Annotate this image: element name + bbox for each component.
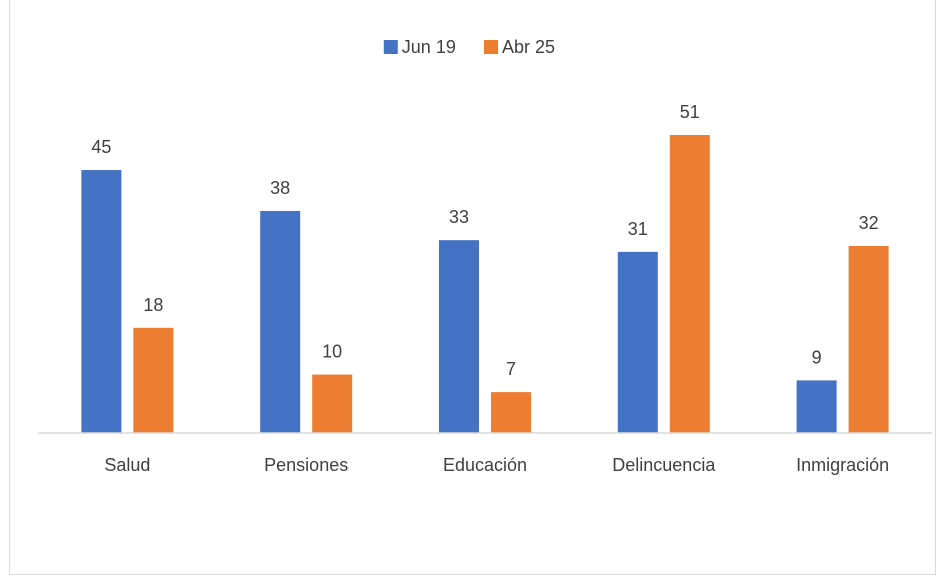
data-label-pensiones-abr-25: 10 xyxy=(322,342,342,362)
data-label-salud-abr-25: 18 xyxy=(143,295,163,315)
category-label-educacion: Educación xyxy=(443,455,527,475)
legend-label-abr-25: Abr 25 xyxy=(502,37,555,57)
category-labels-group: Salud Pensiones Educación Delincuencia Inmig… xyxy=(104,455,889,475)
data-label-delincuencia-abr-25: 51 xyxy=(680,102,700,122)
data-label-delincuencia-jun-19: 31 xyxy=(628,219,648,239)
bar-educacion-abr-25 xyxy=(491,392,531,433)
category-label-delincuencia: Delincuencia xyxy=(612,455,716,475)
data-label-salud-jun-19: 45 xyxy=(91,137,111,157)
legend-swatch-abr-25 xyxy=(484,40,498,54)
category-label-pensiones: Pensiones xyxy=(264,455,348,475)
data-label-pensiones-jun-19: 38 xyxy=(270,178,290,198)
legend: Jun 19 Abr 25 xyxy=(383,37,555,57)
bar-inmigracion-jun-19 xyxy=(796,380,837,433)
bar-inmigracion-abr-25 xyxy=(848,246,889,433)
data-labels-group: 45 18 38 10 33 7 31 51 9 32 xyxy=(91,102,878,379)
legend-item-abr-25: Abr 25 xyxy=(484,37,555,57)
legend-item-jun-19: Jun 19 xyxy=(383,37,456,57)
bar-salud-abr-25 xyxy=(133,327,174,433)
bar-pensiones-jun-19 xyxy=(260,210,301,433)
data-label-inmigracion-jun-19: 9 xyxy=(812,347,822,367)
bar-delincuencia-jun-19 xyxy=(617,251,658,433)
legend-swatch-jun-19 xyxy=(383,40,398,54)
data-label-educacion-abr-25: 7 xyxy=(506,359,516,379)
category-label-salud: Salud xyxy=(104,455,150,475)
bars-group xyxy=(81,135,889,433)
data-label-inmigracion-abr-25: 32 xyxy=(859,213,879,233)
category-label-inmigracion: Inmigración xyxy=(796,455,889,475)
bar-educacion-jun-19 xyxy=(439,240,479,433)
bar-delincuencia-abr-25 xyxy=(669,135,710,433)
legend-label-jun-19: Jun 19 xyxy=(402,37,456,57)
bar-salud-jun-19 xyxy=(81,170,122,433)
data-label-educacion-jun-19: 33 xyxy=(449,207,469,227)
bar-pensiones-abr-25 xyxy=(312,374,353,433)
